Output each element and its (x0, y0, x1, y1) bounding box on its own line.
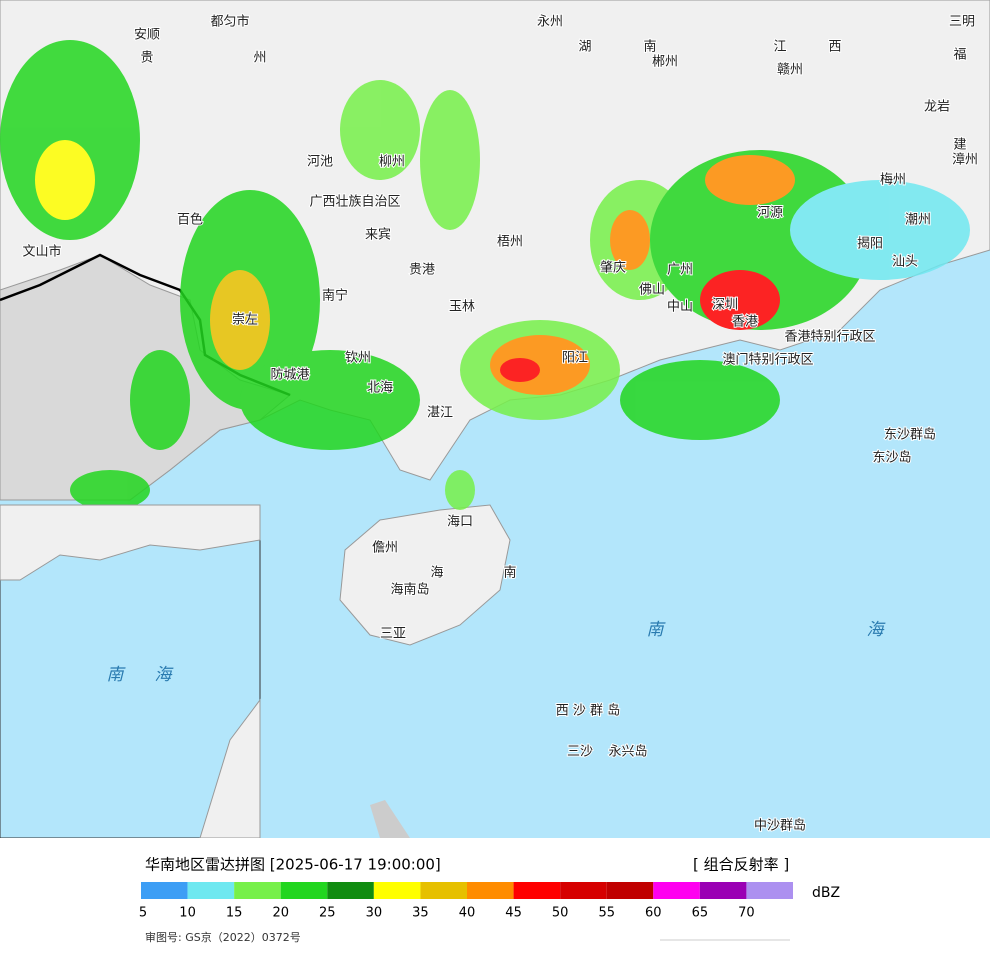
place-label: 香港特别行政区 (784, 330, 875, 345)
approval-number: 审图号: GS京（2022）0372号 (145, 930, 301, 944)
place-label: 南 (647, 620, 667, 640)
inset-land (0, 504, 261, 581)
legend-tick-label: 35 (412, 906, 429, 921)
place-label: 西 沙 群 岛 (556, 703, 620, 719)
place-label: 贵港 (409, 263, 435, 278)
place-label: 建 (953, 138, 966, 153)
place-label: 肇庆 (600, 261, 626, 276)
legend-title: 华南地区雷达拼图 [2025-06-17 19:00:00] (145, 856, 441, 874)
radar-echoes (0, 40, 970, 510)
product-label: [ 组合反射率 ] (693, 856, 789, 874)
place-label: 东沙岛 (872, 450, 911, 466)
legend-swatch (234, 882, 281, 899)
place-label: 都匀市 (210, 14, 249, 30)
legend-swatch (467, 882, 514, 899)
place-label: 海南岛 (390, 582, 429, 598)
legend-swatch (653, 882, 700, 899)
unit-label: dBZ (812, 885, 840, 901)
legend-swatch (141, 882, 188, 899)
place-label: 南 (643, 39, 656, 55)
legend-tick-label: 40 (459, 906, 476, 921)
place-label: 深圳 (712, 298, 738, 313)
place-label: 百色 (177, 212, 203, 228)
place-label: 海 (867, 620, 887, 640)
place-label: 玉林 (449, 300, 475, 315)
legend-swatch (187, 882, 235, 899)
place-label: 文山市 (22, 244, 61, 260)
place-label: 漳州 (952, 152, 978, 168)
place-label: 揭阳 (857, 237, 883, 252)
legend-tick-label: 45 (505, 906, 522, 921)
legend-tick-label: 70 (738, 906, 755, 921)
legend-swatch (560, 882, 607, 899)
legend-swatch (699, 882, 747, 899)
place-label: 北海 (367, 381, 393, 396)
place-label: 福 (953, 48, 966, 63)
place-label: 广州 (667, 263, 693, 278)
legend-tick-label: 15 (226, 906, 243, 921)
legend-swatch (420, 882, 467, 899)
place-label: 海口 (447, 515, 473, 530)
legend-swatch (746, 882, 793, 899)
legend-swatch (606, 882, 654, 899)
place-label: 永州 (537, 15, 563, 30)
land-edge (370, 800, 410, 838)
place-label: 河池 (307, 155, 333, 170)
legend-tick-label: 5 (139, 906, 147, 921)
legend-tick-label: 30 (366, 906, 383, 921)
place-label: 湖 (578, 40, 591, 55)
legend-tick-label: 10 (179, 906, 196, 921)
place-label: 防城港 (270, 367, 309, 383)
place-label: 汕头 (892, 255, 918, 270)
place-label: 郴州 (652, 55, 678, 70)
legend-swatch (513, 882, 561, 899)
place-label: 赣州 (777, 63, 803, 78)
place-label: 安顺 (134, 28, 160, 43)
place-label: 来宾 (365, 227, 391, 243)
place-label: 西 (828, 40, 841, 55)
place-label: 南宁 (322, 288, 348, 304)
place-label: 东沙群岛 (884, 427, 936, 443)
place-label: 海 (430, 566, 443, 581)
place-label: 中沙群岛 (754, 818, 806, 834)
place-label: 湛江 (427, 406, 453, 421)
place-label: 崇左 (232, 313, 258, 328)
place-label: 三亚 (380, 627, 406, 642)
legend-tick-label: 50 (552, 906, 569, 921)
place-label: 梅州 (880, 173, 906, 188)
place-label: 柳州 (379, 155, 405, 170)
legend-swatch (373, 882, 421, 899)
legend-tick-label: 25 (319, 906, 336, 921)
place-label: 南 (503, 565, 516, 581)
place-label: 三沙 (567, 745, 593, 760)
place-label: 龙岩 (924, 100, 950, 115)
place-label: 香港 (732, 315, 758, 330)
place-label: 广西壮族自治区 (309, 194, 400, 210)
place-label: 河源 (757, 206, 783, 221)
place-label: 江 (773, 40, 786, 55)
place-label: 三明 (949, 15, 975, 30)
place-label: 澳门特别行政区 (722, 352, 813, 368)
inset-label: 海 (155, 665, 175, 685)
place-label: 中山 (667, 300, 693, 315)
place-label: 州 (253, 51, 266, 66)
legend-tick-label: 20 (272, 906, 289, 921)
place-label: 儋州 (372, 541, 398, 556)
place-label: 潮州 (905, 213, 931, 228)
legend-swatch (280, 882, 328, 899)
place-label: 阳江 (562, 351, 588, 366)
legend-tick-label: 65 (692, 906, 709, 921)
legend-swatch (327, 882, 374, 899)
place-label: 永兴岛 (608, 744, 647, 760)
place-label: 贵 (140, 51, 153, 66)
place-label: 佛山 (639, 283, 665, 298)
place-label: 梧州 (497, 235, 523, 250)
hainan (339, 504, 511, 646)
legend-tick-label: 60 (645, 906, 662, 921)
place-label: 钦州 (345, 351, 371, 366)
inset-label: 南 (107, 665, 127, 685)
legend-tick-label: 55 (598, 906, 615, 921)
